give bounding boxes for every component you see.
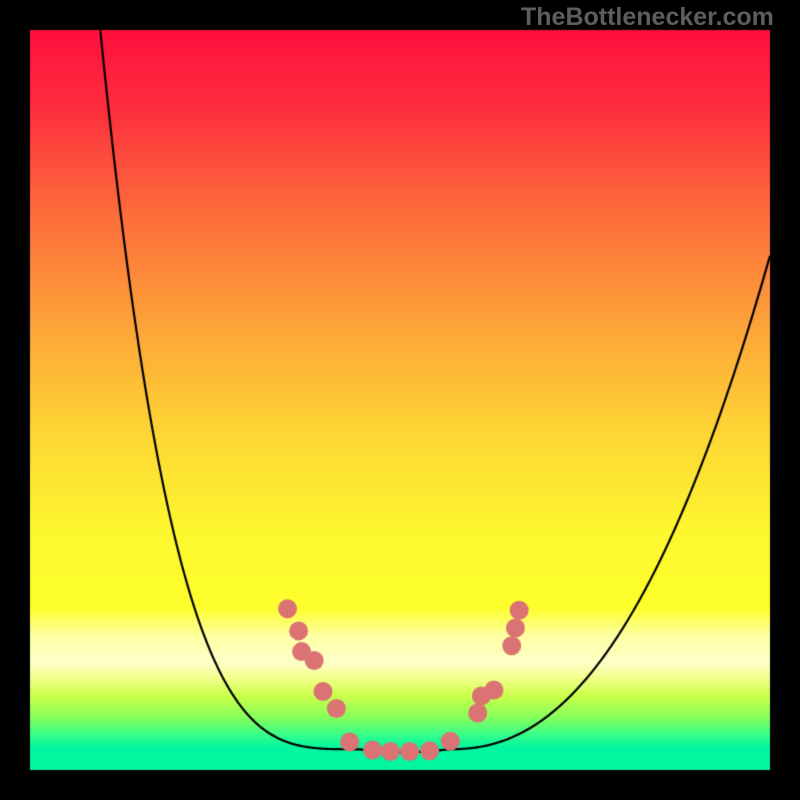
bottleneck-curve-chart (0, 0, 800, 800)
watermark-text: TheBottlenecker.com (521, 3, 774, 32)
